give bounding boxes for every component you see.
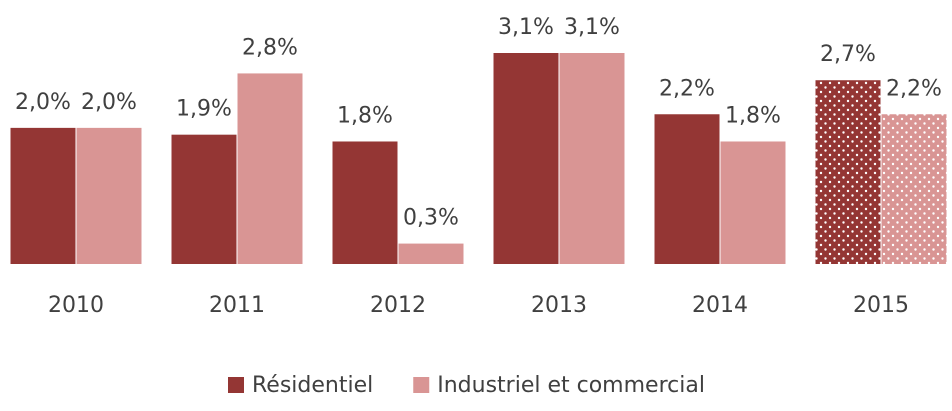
legend-swatch <box>413 377 430 393</box>
data-label: 2,2% <box>886 76 942 101</box>
x-tick-label: 2014 <box>692 293 748 318</box>
data-label: 2,7% <box>820 42 876 67</box>
data-label: 3,1% <box>498 15 554 40</box>
bar <box>720 141 786 264</box>
bar <box>559 53 625 264</box>
bar <box>76 127 142 264</box>
bar <box>881 114 947 265</box>
bar <box>398 243 464 264</box>
legend-label: Industriel et commercial <box>437 373 705 398</box>
data-label: 2,0% <box>81 90 137 115</box>
legend-swatch <box>228 377 244 393</box>
x-tick-label: 2011 <box>209 293 265 318</box>
bar <box>10 127 76 264</box>
x-tick-label: 2010 <box>48 293 104 318</box>
bar <box>237 73 303 264</box>
x-tick-label: 2013 <box>531 293 587 318</box>
x-tick-label: 2015 <box>853 293 909 318</box>
bar <box>654 114 720 265</box>
data-label: 2,0% <box>15 90 71 115</box>
bar <box>332 141 398 264</box>
bar <box>171 134 237 264</box>
data-label: 2,8% <box>242 35 298 60</box>
bar <box>493 53 559 264</box>
data-label: 0,3% <box>403 206 459 231</box>
data-label: 1,8% <box>725 103 781 128</box>
legend-label: Résidentiel <box>252 373 373 398</box>
x-tick-label: 2012 <box>370 293 426 318</box>
data-label: 1,8% <box>337 103 393 128</box>
bar <box>815 80 881 265</box>
data-label: 2,2% <box>659 76 715 101</box>
data-label: 1,9% <box>176 97 232 122</box>
data-label: 3,1% <box>564 15 620 40</box>
